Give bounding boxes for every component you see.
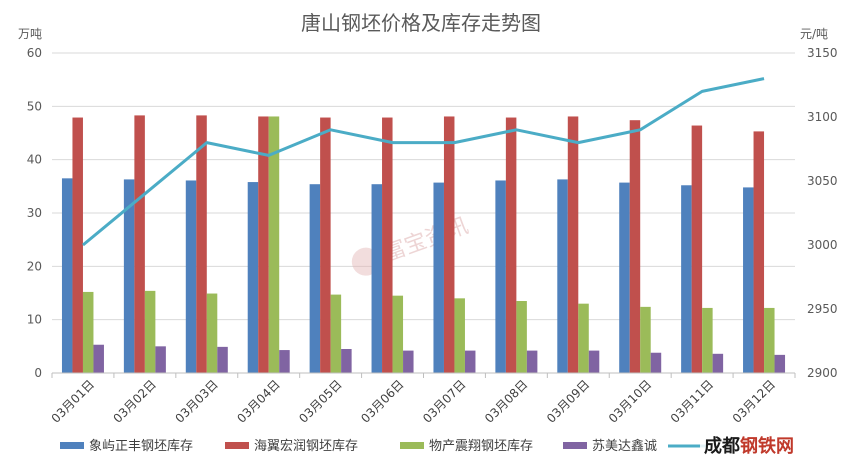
legend-swatch: [563, 442, 587, 449]
svg-text:成都钢铁网: 成都钢铁网: [704, 435, 794, 457]
price-line: [82, 77, 765, 247]
right-y-tick-label: 3150: [807, 46, 838, 60]
bars: [51, 115, 796, 378]
bar: [309, 184, 321, 373]
right-y-tick-label: 3100: [807, 110, 838, 124]
bar: [330, 294, 342, 373]
bar: [268, 116, 280, 373]
bar: [526, 350, 538, 373]
legend: 象屿正丰钢坯库存 海翼宏润钢坯库存 物产震翔钢坯库存 苏美达鑫诚: [60, 438, 708, 454]
bar: [505, 117, 517, 374]
left-y-tick-label: 60: [27, 46, 42, 60]
grid-lines: [52, 52, 795, 374]
left-y-tick-label: 10: [27, 313, 42, 327]
legend-swatch: [60, 442, 84, 449]
x-tick-label: 03月08日: [482, 377, 530, 425]
bar: [681, 185, 692, 373]
x-tick-label: 03月06日: [358, 377, 406, 425]
bar: [72, 117, 83, 374]
bar: [123, 179, 135, 373]
right-y-ticks: 2900 2950 3000 3050 3100 3150: [807, 46, 838, 380]
legend-label: 象屿正丰钢坯库存: [89, 438, 193, 454]
legend-label: 物产震翔钢坯库存: [429, 438, 533, 454]
bar: [392, 295, 404, 373]
bar: [578, 303, 589, 373]
bar: [217, 346, 228, 373]
bar: [650, 352, 662, 373]
bar: [712, 353, 724, 373]
left-y-tick-label: 30: [27, 206, 42, 220]
brand-logo: 成都钢铁网: [700, 431, 836, 461]
bar: [691, 125, 703, 374]
bar: [774, 354, 786, 373]
bar: [144, 290, 156, 373]
bar: [185, 180, 197, 373]
right-y-tick-label: 3050: [807, 174, 838, 188]
bar: [279, 350, 290, 373]
bar: [753, 131, 765, 373]
legend-label: 苏美达鑫诚: [592, 438, 657, 454]
bar: [206, 293, 218, 373]
bar: [371, 184, 383, 373]
bar: [619, 182, 630, 373]
x-tick-label: 03月07日: [420, 377, 468, 425]
bar: [341, 349, 352, 373]
bar: [382, 117, 393, 374]
x-tick-label: 03月09日: [544, 377, 592, 425]
right-y-tick-label: 3000: [807, 238, 838, 252]
chart-title: 唐山钢坯价格及库存走势图: [301, 11, 541, 35]
bar: [61, 178, 73, 373]
left-y-ticks: 0 10 20 30 40 50 60: [27, 46, 42, 380]
price-line-path: [82, 77, 765, 247]
bar: [93, 344, 104, 373]
bar: [588, 350, 600, 373]
bar: [320, 117, 331, 374]
x-tick-label: 03月01日: [49, 377, 97, 425]
legend-swatch: [400, 442, 424, 449]
left-y-tick-label: 40: [27, 153, 42, 167]
bar: [82, 291, 94, 373]
bar: [464, 350, 476, 373]
left-y-tick-label: 0: [34, 366, 42, 380]
bar: [247, 182, 259, 373]
bar: [196, 115, 207, 374]
bar: [702, 307, 713, 373]
x-tick-label: 03月10日: [606, 377, 654, 425]
bar: [567, 116, 579, 373]
bar: [557, 179, 568, 373]
legend-swatch: [225, 442, 249, 449]
bar: [433, 182, 444, 373]
right-axis-unit: 元/吨: [800, 27, 828, 41]
bar: [403, 350, 414, 373]
bar: [443, 116, 455, 373]
x-tick-label: 03月05日: [296, 377, 344, 425]
right-y-tick-label: 2900: [807, 366, 838, 380]
x-tick-label: 03月12日: [730, 377, 778, 425]
left-y-tick-label: 20: [27, 259, 42, 273]
x-ticks: 03月01日 03月02日 03月03日 03月04日 03月05日 03月06日 03月0…: [49, 377, 779, 425]
bar: [258, 116, 269, 373]
bar: [764, 307, 775, 373]
right-y-tick-label: 2950: [807, 302, 838, 316]
bar: [629, 120, 641, 373]
bar: [134, 115, 145, 374]
svg-text:富宝资讯: 富宝资讯: [381, 213, 472, 267]
x-tick-label: 03月04日: [234, 377, 282, 425]
bar: [454, 298, 465, 373]
bar: [495, 180, 506, 373]
x-tick-label: 03月11日: [668, 377, 716, 425]
legend-label: 海翼宏润钢坯库存: [254, 438, 358, 454]
left-y-tick-label: 50: [27, 99, 42, 113]
bar: [640, 306, 651, 373]
bar: [743, 187, 754, 373]
left-axis-unit: 万吨: [18, 27, 42, 41]
x-tick-label: 03月03日: [172, 377, 220, 425]
bar: [155, 346, 166, 373]
x-tick-label: 03月02日: [111, 377, 159, 425]
bar: [516, 301, 527, 373]
